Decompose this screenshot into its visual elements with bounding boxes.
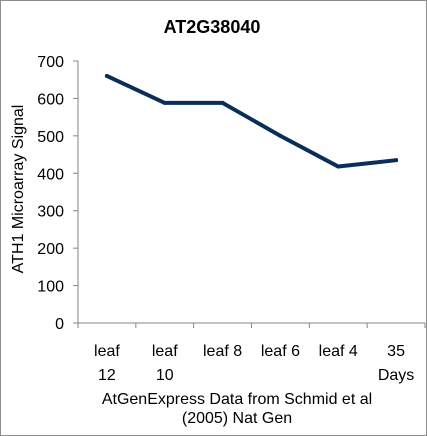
y-tick-label: 500 [37,129,64,146]
y-tick-label: 200 [37,241,64,258]
x-tick-label: leaf 8 [203,343,242,360]
y-tick-label: 0 [55,316,64,333]
y-tick-label: 400 [37,166,64,183]
data-point [336,164,341,169]
y-tick-label: 700 [37,54,64,71]
data-point [394,158,399,163]
x-tick-label: leaf 10 [152,343,178,384]
data-point [104,73,109,78]
x-tick-label: leaf 6 [261,343,300,360]
x-axis-label-line-2: (2005) Nat Gen [182,410,292,427]
y-tick-label: 300 [37,204,64,221]
series-line [104,73,399,169]
y-axis-ticks: 0 100 200 300 400 500 600 700 [37,54,78,333]
series-layer [104,73,399,169]
data-point [278,133,283,138]
y-tick-label: 100 [37,279,64,296]
data-point [162,100,167,105]
y-tick-label: 600 [37,91,64,108]
y-axis-label: ATH1 Microarray Signal [10,105,27,274]
x-tick-label: leaf 4 [319,343,358,360]
x-tick-label: 35 Days [378,343,414,384]
x-axis-label-line-1: AtGenExpress Data from Schmid et al [102,391,372,408]
x-tick-label: leaf 12 [94,343,120,384]
data-point [220,100,225,105]
chart-title: AT2G38040 [164,17,261,37]
x-axis-ticks: leaf 12 leaf 10 leaf 8 leaf 6 leaf 4 35 Days [77,323,426,384]
